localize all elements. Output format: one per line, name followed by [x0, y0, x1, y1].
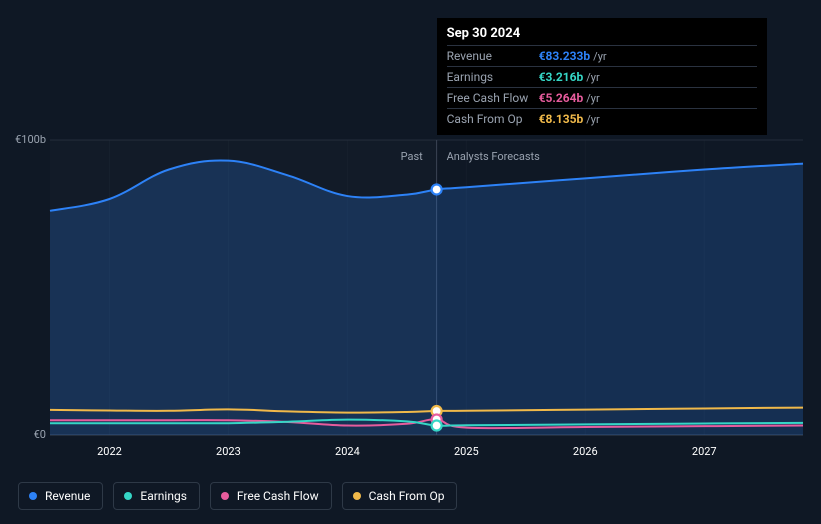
legend-item-cash-from-op[interactable]: Cash From Op [342, 482, 458, 510]
y-axis-tick-label: €100b [10, 133, 46, 146]
legend-dot [124, 492, 132, 500]
legend-label: Free Cash Flow [237, 489, 319, 503]
legend-label: Earnings [140, 489, 187, 503]
tooltip-unit: /yr [586, 113, 599, 126]
x-axis-tick-label: 2024 [335, 445, 360, 458]
tooltip-row: Earnings €3.216b /yr [447, 66, 757, 87]
tooltip-row: Cash From Op €8.135b /yr [447, 108, 757, 129]
tooltip-row: Revenue €83.233b /yr [447, 45, 757, 66]
chart-tooltip: Sep 30 2024 Revenue €83.233b /yr Earning… [437, 18, 767, 135]
x-axis-tick-label: 2026 [573, 445, 598, 458]
y-axis-tick-label: €0 [10, 428, 46, 441]
tooltip-value: €8.135b [539, 112, 584, 126]
tooltip-key: Free Cash Flow [447, 91, 539, 105]
legend-dot [353, 492, 361, 500]
tooltip-value: €3.216b [539, 70, 584, 84]
legend-dot [221, 492, 229, 500]
legend-label: Revenue [45, 489, 90, 503]
tooltip-key: Earnings [447, 70, 539, 84]
chart-legend: Revenue Earnings Free Cash Flow Cash Fro… [18, 482, 457, 510]
forecast-label: Analysts Forecasts [447, 150, 540, 163]
tooltip-unit: /yr [593, 50, 606, 63]
legend-item-earnings[interactable]: Earnings [113, 482, 200, 510]
past-label: Past [401, 150, 423, 163]
x-axis-tick-label: 2023 [216, 445, 241, 458]
x-axis-tick-label: 2027 [692, 445, 717, 458]
legend-label: Cash From Op [369, 489, 445, 503]
legend-dot [29, 492, 37, 500]
tooltip-title: Sep 30 2024 [447, 26, 757, 45]
x-axis-tick-label: 2025 [454, 445, 479, 458]
x-axis-tick-label: 2022 [97, 445, 122, 458]
legend-item-free-cash-flow[interactable]: Free Cash Flow [210, 482, 332, 510]
tooltip-unit: /yr [586, 71, 599, 84]
tooltip-key: Cash From Op [447, 112, 539, 126]
financials-chart: €100b €0 2022 2023 2024 2025 2026 2027 Past Ana… [0, 0, 821, 524]
tooltip-unit: /yr [586, 92, 599, 105]
tooltip-value: €83.233b [539, 49, 591, 63]
tooltip-key: Revenue [447, 49, 539, 63]
legend-item-revenue[interactable]: Revenue [18, 482, 103, 510]
tooltip-value: €5.264b [539, 91, 584, 105]
tooltip-row: Free Cash Flow €5.264b /yr [447, 87, 757, 108]
